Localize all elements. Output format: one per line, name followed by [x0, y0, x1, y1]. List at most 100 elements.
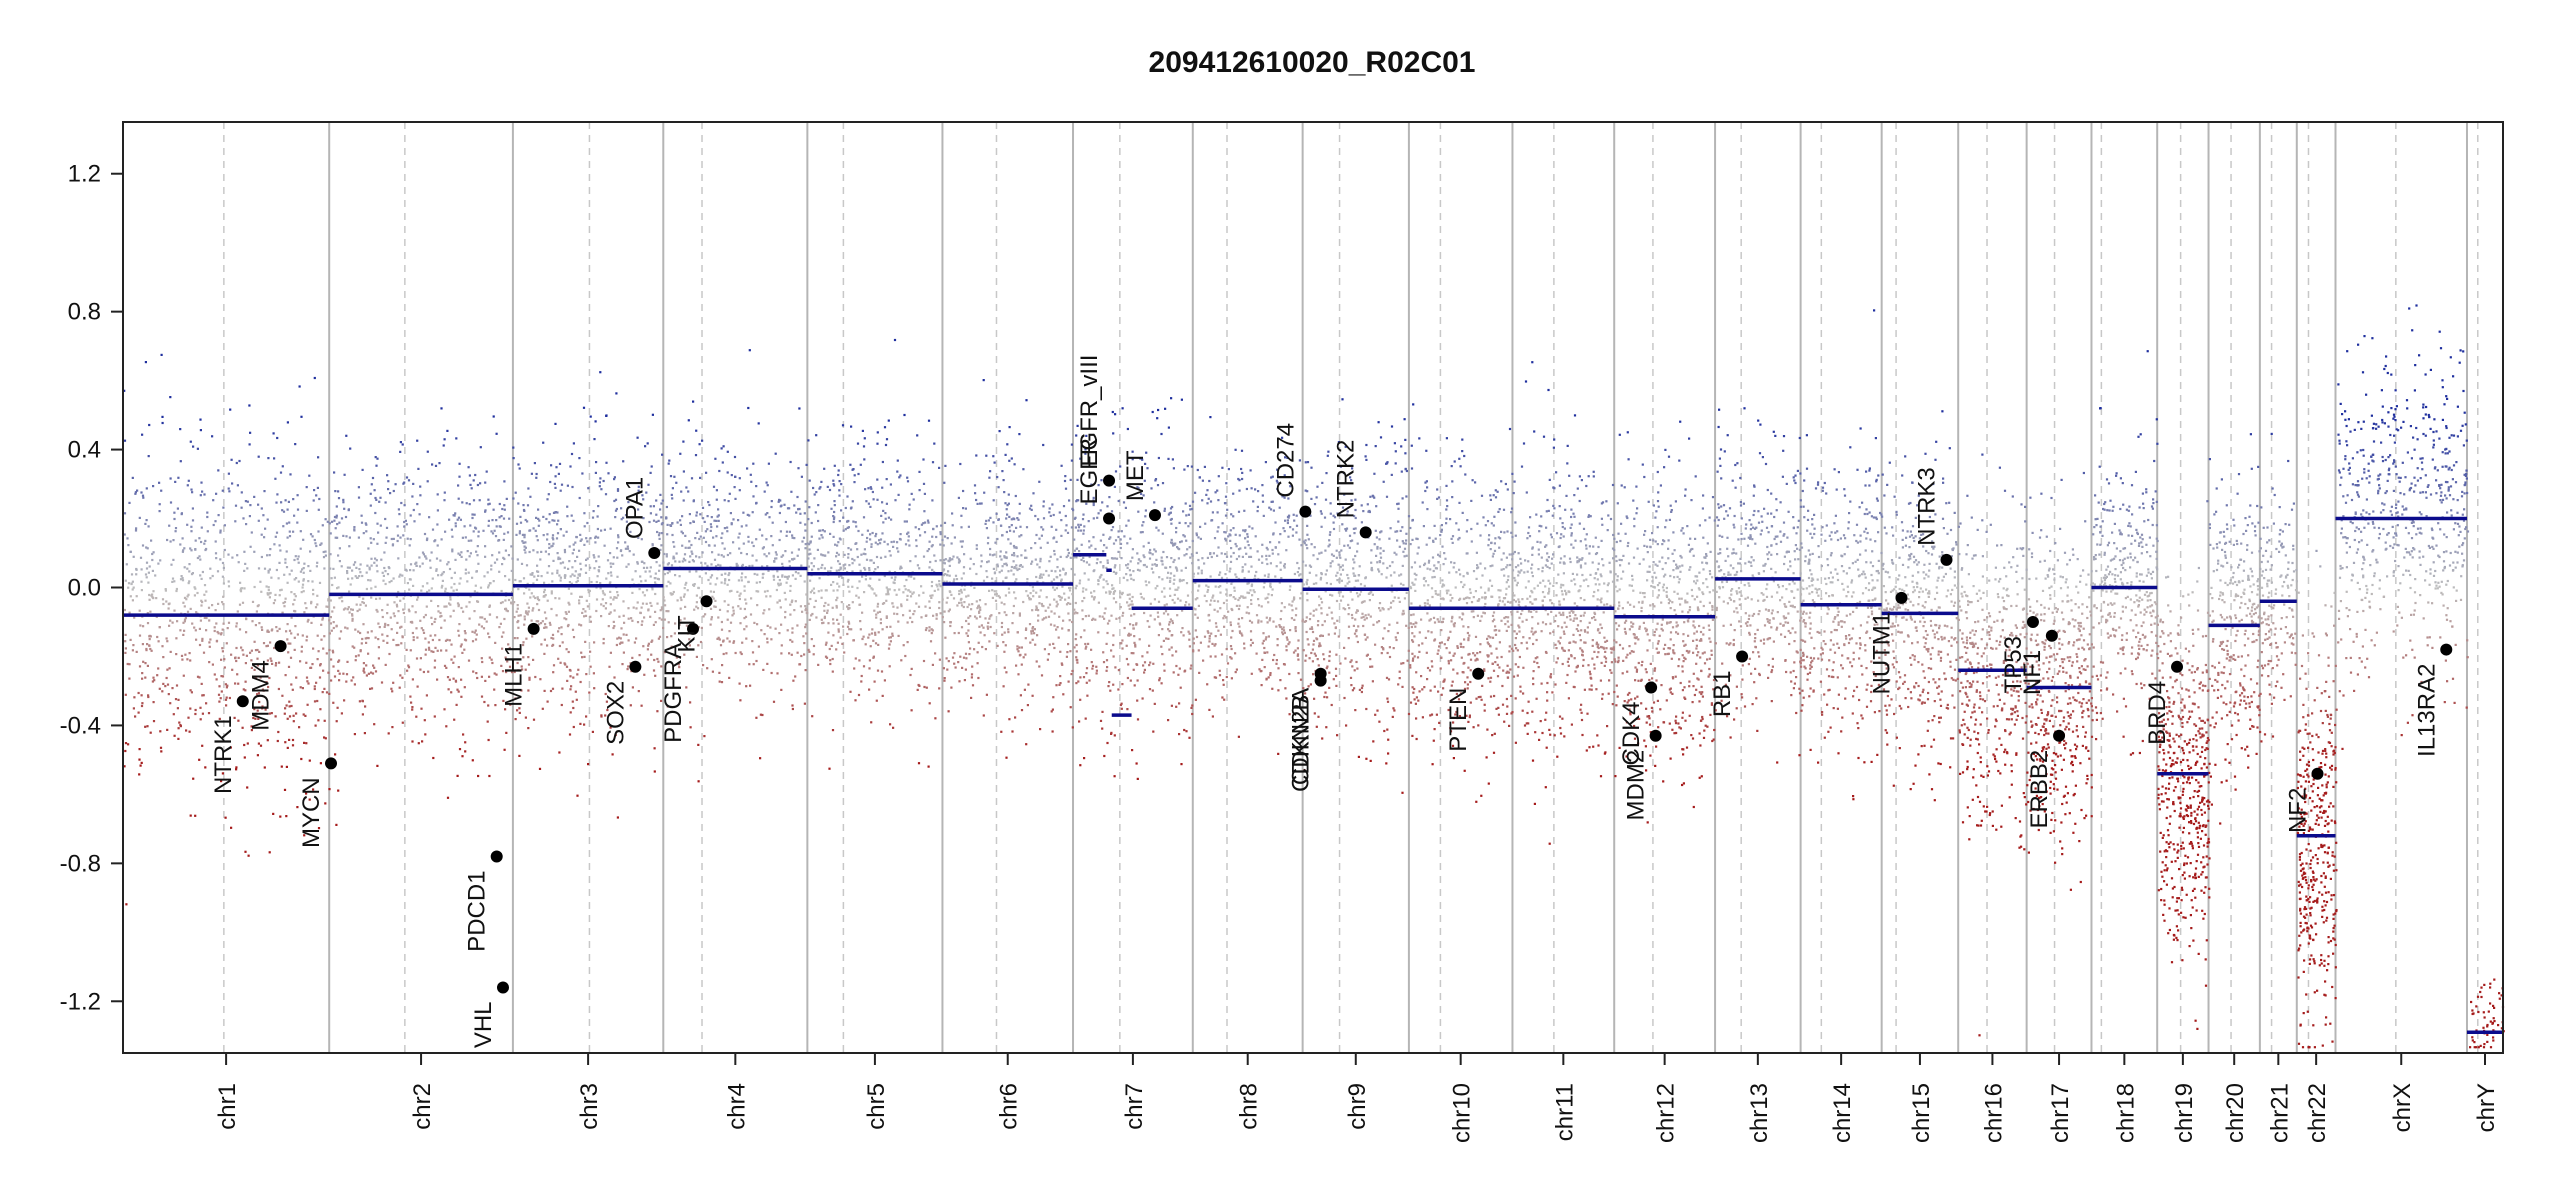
probe-point: [563, 662, 566, 665]
probe-point: [366, 636, 369, 640]
probe-point: [950, 686, 953, 689]
probe-point: [1042, 605, 1045, 608]
probe-point: [440, 574, 443, 577]
probe-point: [604, 692, 607, 696]
probe-point: [416, 439, 419, 442]
probe-point: [321, 618, 324, 621]
probe-point: [573, 574, 576, 577]
probe-point: [502, 556, 505, 559]
probe-point: [1140, 497, 1143, 500]
probe-point: [364, 637, 367, 640]
probe-point: [584, 610, 587, 613]
probe-point: [440, 407, 443, 410]
probe-point: [948, 574, 951, 577]
probe-point: [812, 486, 815, 490]
probe-point: [1108, 619, 1111, 622]
probe-point: [1075, 656, 1078, 659]
probe-point: [563, 617, 566, 620]
probe-point: [1148, 581, 1151, 584]
probe-point: [597, 555, 600, 558]
probe-point: [888, 550, 891, 553]
probe-point: [984, 648, 987, 651]
probe-point: [994, 580, 998, 583]
probe-point: [150, 539, 153, 542]
probe-point: [1148, 625, 1151, 628]
probe-point: [505, 671, 508, 674]
probe-point: [372, 664, 375, 667]
probe-point: [887, 647, 891, 650]
probe-point: [648, 520, 651, 524]
probe-point: [941, 598, 944, 601]
probe-point: [1022, 600, 1025, 604]
probe-point: [286, 746, 289, 749]
probe-point: [1177, 586, 1180, 589]
probe-point: [267, 457, 270, 460]
probe-point: [514, 697, 517, 700]
probe-point: [169, 501, 173, 504]
probe-point: [229, 746, 232, 749]
probe-point: [709, 607, 713, 610]
probe-point: [522, 541, 525, 544]
probe-point: [622, 600, 625, 603]
probe-point: [293, 648, 296, 651]
probe-point: [613, 476, 616, 479]
probe-point: [187, 716, 190, 719]
probe-point: [430, 616, 433, 619]
probe-point: [870, 487, 873, 490]
probe-point: [1117, 530, 1120, 533]
probe-point: [602, 479, 605, 483]
probe-point: [286, 623, 289, 626]
probe-point: [960, 526, 963, 529]
probe-point: [490, 564, 493, 567]
probe-point: [253, 714, 256, 717]
probe-point: [305, 742, 308, 745]
probe-point: [500, 635, 504, 638]
probe-point: [899, 567, 902, 570]
probe-point: [503, 480, 506, 483]
probe-point: [849, 463, 852, 466]
probe-point: [514, 718, 517, 721]
probe-point: [537, 517, 540, 520]
probe-point: [275, 626, 278, 629]
probe-point: [515, 610, 518, 613]
probe-point: [748, 514, 751, 517]
probe-point: [285, 765, 288, 768]
probe-point: [427, 641, 430, 644]
probe-point: [772, 574, 775, 577]
probe-point: [1064, 487, 1068, 490]
probe-point: [699, 640, 703, 644]
probe-point: [302, 579, 305, 582]
probe-point: [499, 601, 503, 605]
probe-point: [203, 593, 206, 596]
probe-point: [337, 789, 340, 792]
probe-point: [599, 371, 602, 374]
probe-point: [460, 695, 463, 698]
probe-point: [910, 575, 913, 578]
probe-point: [1015, 567, 1018, 570]
probe-point: [481, 616, 484, 619]
probe-point: [889, 636, 892, 639]
probe-point: [199, 619, 202, 622]
probe-point: [179, 725, 182, 728]
probe-point: [712, 590, 715, 593]
probe-point: [688, 513, 691, 516]
probe-point: [241, 726, 244, 729]
probe-point: [457, 634, 461, 637]
probe-point: [1005, 756, 1008, 759]
probe-point: [361, 574, 364, 578]
probe-point: [133, 616, 136, 619]
probe-point: [925, 627, 928, 630]
probe-point: [777, 500, 780, 503]
probe-point: [220, 632, 223, 635]
probe-point: [1180, 569, 1183, 572]
probe-point: [909, 616, 912, 619]
probe-point: [415, 564, 418, 567]
probe-point: [476, 545, 479, 548]
probe-point: [671, 533, 674, 537]
probe-point: [216, 570, 220, 573]
probe-point: [720, 681, 724, 684]
probe-point: [1171, 458, 1174, 461]
probe-point: [516, 637, 519, 640]
probe-point: [1148, 551, 1151, 554]
probe-point: [1232, 596, 1235, 599]
